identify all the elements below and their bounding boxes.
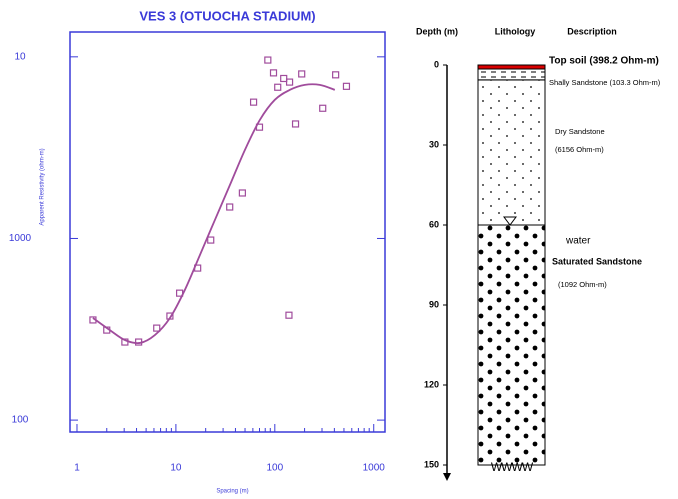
layer <box>477 64 546 70</box>
data-point <box>319 104 327 112</box>
layer-label: Shally Sandstone (103.3 Ohm-m) <box>549 78 661 87</box>
y-tick-label: 100 <box>12 415 29 426</box>
layer-label: Top soil (398.2 Ohm-m) <box>549 56 659 67</box>
x-tick-label: 1 <box>74 463 80 474</box>
layer <box>477 79 546 226</box>
depth-tick-label: 0 <box>434 59 439 69</box>
depth-tick-label: 60 <box>429 219 439 229</box>
column-header: Description <box>567 26 617 36</box>
layer-label: Saturated Sandstone <box>552 256 642 266</box>
data-point <box>269 69 278 77</box>
data-point <box>207 236 215 244</box>
data-point <box>153 324 161 332</box>
data-point <box>249 98 258 106</box>
depth-tick-label: 30 <box>429 139 439 149</box>
y-axis-label: Apparent Resistivity (ohm-m) <box>40 148 46 225</box>
layer-label: Dry Sandstone <box>555 127 605 136</box>
depth-tick-label: 150 <box>424 459 439 469</box>
plot-frame <box>69 31 386 433</box>
column-header: Depth (m) <box>416 26 458 36</box>
chart-title: VES 3 (OTUOCHA STADIUM) <box>139 8 315 23</box>
layer-label: (1092 Ohm-m) <box>558 280 607 289</box>
water-table-marker <box>503 216 517 226</box>
x-tick-label: 100 <box>266 463 283 474</box>
x-axis-label: Spacing (m) <box>216 489 248 495</box>
y-tick-label: 1000 <box>9 233 32 244</box>
y-tick-label: 10 <box>14 51 26 62</box>
data-point <box>332 71 340 79</box>
column-header: Lithology <box>495 26 536 36</box>
x-tick-label: 1000 <box>363 463 386 474</box>
data-point <box>280 74 288 83</box>
data-point <box>226 203 234 211</box>
data-point <box>291 120 300 128</box>
data-point <box>285 311 293 319</box>
depth-tick-label: 90 <box>429 299 439 309</box>
bottom-label: WWWW <box>491 460 534 474</box>
x-tick-label: 10 <box>170 463 182 474</box>
depth-arrow <box>443 473 451 481</box>
data-point <box>264 56 272 64</box>
data-point <box>342 82 351 90</box>
depth-tick-label: 120 <box>424 379 439 389</box>
data-point <box>285 78 294 86</box>
fit-curve <box>92 83 336 345</box>
layer-label: (6156 Ohm-m) <box>555 145 604 154</box>
layer <box>477 224 546 466</box>
water-label: water <box>565 236 591 247</box>
layer <box>477 68 546 81</box>
data-point <box>298 70 306 78</box>
data-point <box>274 83 282 91</box>
data-point <box>238 189 246 197</box>
